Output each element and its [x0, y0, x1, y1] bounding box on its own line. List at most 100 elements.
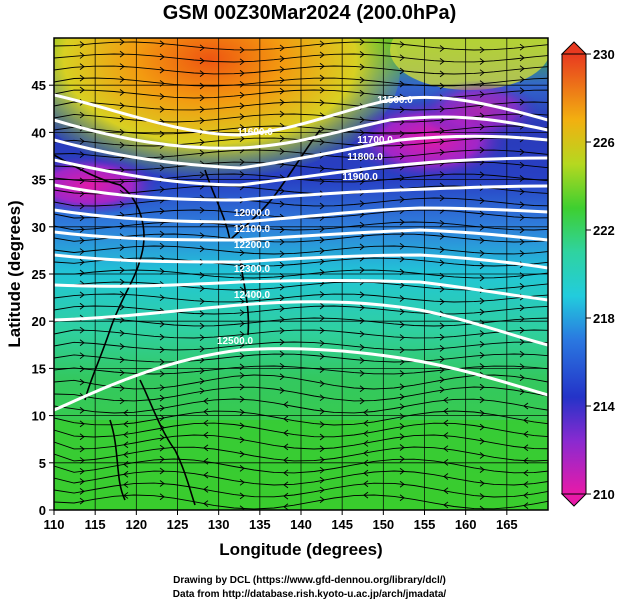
wind-arrowhead	[239, 170, 245, 178]
map-title: GSM 00Z30Mar2024 (200.0hPa)	[162, 2, 457, 24]
wind-arrowhead	[119, 115, 125, 123]
wind-arrowhead	[399, 295, 405, 302]
wind-arrowhead	[443, 473, 449, 480]
wind-arrowhead	[319, 456, 325, 464]
wind-arrowhead	[439, 355, 445, 363]
wind-arrowhead	[119, 38, 125, 46]
wind-arrowhead	[199, 232, 205, 240]
wind-arrowhead	[279, 44, 285, 52]
contour-label: 12300.0	[234, 264, 271, 275]
streamline	[54, 458, 548, 474]
wind-arrowhead	[283, 443, 289, 451]
wind-arrowhead	[319, 408, 325, 415]
wind-arrowhead	[399, 383, 405, 391]
wind-arrowhead	[319, 138, 325, 146]
streamline	[54, 494, 548, 510]
wind-arrowhead	[203, 397, 209, 405]
wind-arrowhead	[439, 82, 445, 90]
wind-arrowhead	[239, 113, 245, 120]
wind-arrowhead	[159, 394, 165, 402]
wind-arrowhead	[523, 444, 529, 452]
wind-arrowhead	[519, 188, 525, 196]
temperature-field: 11500.0 11600.0 11700.0 11800.0 11900.0 12000…	[54, 38, 548, 510]
wind-arrowhead	[479, 58, 485, 65]
wind-arrowhead	[399, 152, 405, 160]
wind-arrowhead	[279, 272, 285, 280]
wind-arrowhead	[119, 222, 125, 230]
wind-arrowhead	[199, 171, 205, 179]
wind-arrowhead	[399, 433, 405, 440]
wind-arrowhead	[479, 210, 485, 218]
wind-arrowhead	[279, 55, 285, 63]
wind-arrowhead	[479, 505, 485, 510]
wind-arrowhead	[79, 177, 85, 185]
wind-arrowhead	[319, 178, 325, 185]
wind-arrowhead	[119, 369, 125, 377]
wind-arrowhead	[239, 91, 245, 99]
wind-arrowhead	[199, 57, 205, 65]
wind-arrowhead	[279, 76, 285, 84]
streamline	[54, 233, 548, 243]
streamline	[54, 446, 548, 462]
wind-arrowhead	[479, 423, 485, 431]
wind-arrowhead	[399, 281, 405, 289]
wind-arrowhead	[283, 481, 289, 489]
y-tick-label: 10	[32, 409, 46, 424]
wind-arrowhead	[479, 363, 485, 370]
wind-arrowhead	[523, 457, 529, 465]
wind-arrowhead	[199, 206, 205, 214]
wind-arrowhead	[239, 363, 245, 371]
wind-arrowhead	[399, 346, 405, 354]
wind-arrowhead	[283, 429, 289, 437]
wind-arrowhead	[359, 357, 365, 364]
streamline	[54, 434, 548, 450]
wind-arrowhead	[519, 226, 525, 234]
wind-arrowhead	[79, 63, 85, 70]
wind-arrowhead	[519, 250, 525, 257]
wind-arrowhead	[159, 53, 165, 61]
wind-arrowhead	[79, 352, 85, 360]
y-tick-label: 35	[32, 173, 46, 188]
wind-arrowhead	[79, 445, 85, 453]
wind-arrowhead	[279, 261, 285, 269]
colorbar-tick-label: 226	[593, 135, 615, 150]
wind-arrowhead	[159, 414, 165, 422]
wind-arrowhead	[239, 249, 245, 257]
wind-arrowhead	[279, 187, 285, 195]
wind-arrowhead	[519, 315, 525, 323]
wind-arrowhead	[79, 378, 85, 386]
wind-arrowhead	[79, 457, 85, 464]
wind-arrowhead	[319, 445, 325, 453]
wind-arrowhead	[359, 266, 365, 274]
x-tick-label: 150	[372, 517, 394, 532]
wind-arrowhead	[159, 93, 165, 100]
wind-arrowhead	[319, 380, 325, 387]
wind-arrowhead	[319, 225, 325, 233]
streamline	[54, 245, 548, 255]
wind-arrowhead	[479, 249, 485, 257]
wind-arrowhead	[119, 356, 125, 364]
wind-arrowhead	[239, 478, 245, 486]
wind-arrowhead	[119, 278, 125, 286]
wind-arrowhead	[359, 200, 365, 207]
wind-arrowhead	[399, 321, 405, 329]
wind-arrowhead	[399, 467, 405, 475]
wind-arrowhead	[159, 444, 165, 452]
wind-arrowhead	[319, 51, 325, 59]
wind-arrowhead	[279, 147, 285, 155]
wind-arrowhead	[199, 334, 205, 342]
colorbar-ramp	[561, 53, 587, 495]
wind-arrowhead	[523, 481, 529, 488]
contour-label: 11500.0	[377, 95, 413, 106]
x-tick-label: 120	[125, 517, 147, 532]
wind-arrowhead	[399, 255, 405, 263]
wind-arrowhead	[439, 70, 445, 78]
wind-arrowhead	[79, 420, 85, 428]
wind-arrowhead	[479, 237, 485, 244]
colorbar-bottom-arrow	[560, 493, 588, 507]
streamline	[54, 65, 548, 75]
wind-arrowhead	[123, 492, 129, 499]
wind-arrowhead	[319, 40, 325, 48]
wind-arrowhead	[79, 365, 85, 373]
wind-arrowhead	[519, 76, 525, 83]
